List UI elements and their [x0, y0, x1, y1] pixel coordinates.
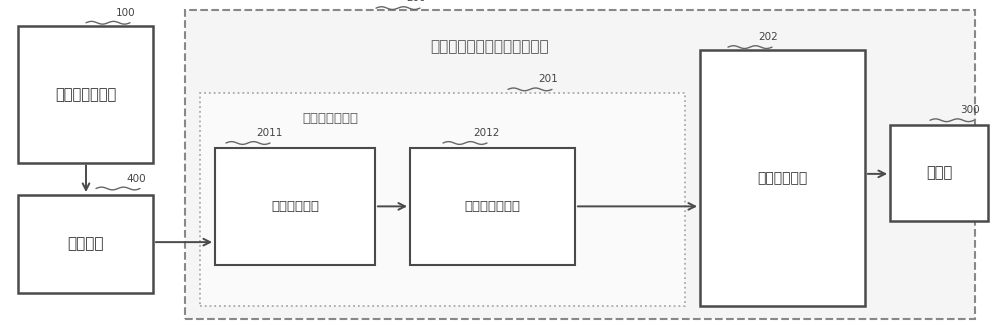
- Text: 100: 100: [116, 8, 136, 18]
- Bar: [890, 125, 988, 221]
- Bar: [700, 50, 865, 306]
- Text: 2011: 2011: [256, 128, 282, 138]
- Text: 300: 300: [960, 105, 980, 115]
- Text: 显示器: 显示器: [926, 165, 952, 181]
- Text: 400: 400: [126, 174, 146, 184]
- Text: 201: 201: [538, 74, 558, 84]
- Text: 神经网络模块: 神经网络模块: [757, 171, 808, 185]
- Text: 图片标准化模块: 图片标准化模块: [464, 200, 520, 213]
- Bar: [18, 26, 153, 162]
- Text: 200: 200: [406, 0, 426, 3]
- Text: 全景流式细胞仪: 全景流式细胞仪: [55, 87, 116, 102]
- Bar: [215, 148, 375, 265]
- Text: 2012: 2012: [473, 128, 499, 138]
- Bar: [18, 195, 153, 292]
- Text: 通信模块: 通信模块: [67, 236, 104, 251]
- Bar: [410, 148, 575, 265]
- Text: 通道合并模块: 通道合并模块: [271, 200, 319, 213]
- Bar: [185, 10, 975, 318]
- Text: 神经干细胞分化方向预测模型: 神经干细胞分化方向预测模型: [431, 40, 549, 55]
- Bar: [200, 93, 685, 306]
- Text: 202: 202: [758, 32, 778, 42]
- Text: 图片预处理模块: 图片预处理模块: [302, 112, 358, 125]
